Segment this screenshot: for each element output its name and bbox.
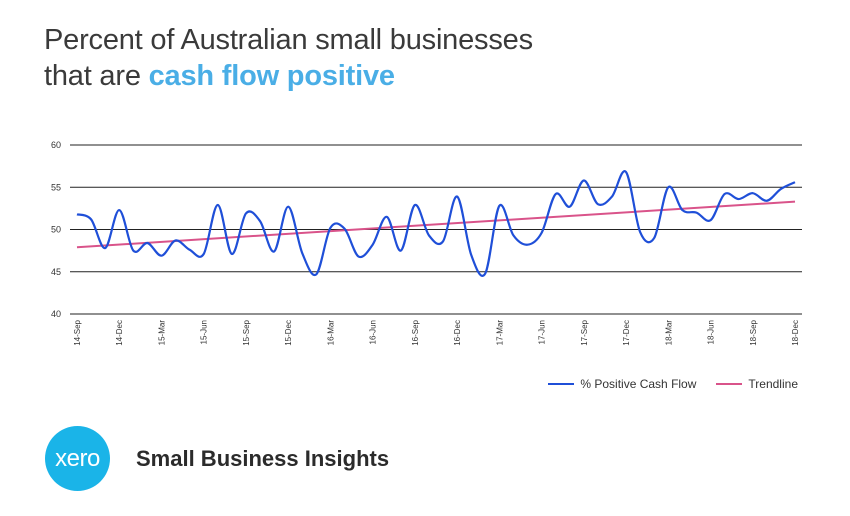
- chart-title: Percent of Australian small businesses t…: [44, 22, 533, 94]
- x-tick-label: 15-Sep: [242, 319, 251, 345]
- x-tick-label: 16-Mar: [326, 320, 335, 346]
- x-tick-label: 18-Sep: [749, 319, 758, 345]
- grid-lines: [70, 144, 802, 315]
- legend-swatch-series: [548, 383, 575, 385]
- y-tick-label: 45: [51, 267, 61, 277]
- y-tick-label: 60: [51, 140, 61, 150]
- y-tick-label: 50: [51, 225, 61, 235]
- x-tick-label: 18-Jun: [707, 320, 716, 344]
- y-tick-label: 40: [51, 309, 61, 319]
- legend-swatch-trend: [716, 383, 743, 385]
- legend-label-series: % Positive Cash Flow: [580, 377, 697, 391]
- x-tick-label: 16-Sep: [411, 319, 420, 345]
- x-tick-label: 16-Jun: [369, 320, 378, 344]
- brand-name: Small Business Insights: [136, 445, 390, 471]
- legend: % Positive Cash Flow Trendline: [528, 377, 798, 391]
- y-axis-ticks: 40 45 50 55 60: [51, 140, 61, 319]
- trendline: [76, 200, 796, 249]
- x-axis-ticks: 14-Sep 14-Dec 15-Mar 15-Jun 15-Sep 15-Dec 16-M…: [73, 319, 800, 345]
- title-line-2-prefix: that are: [44, 60, 149, 92]
- x-tick-label: 15-Jun: [200, 320, 209, 344]
- legend-label-trend: Trendline: [748, 377, 798, 391]
- legend-item-series: % Positive Cash Flow: [548, 377, 696, 391]
- series-line-positive-cash-flow: [76, 170, 796, 277]
- xero-logo: xero: [45, 426, 110, 491]
- x-tick-label: 18-Mar: [664, 320, 673, 346]
- x-tick-label: 17-Jun: [538, 320, 547, 344]
- x-tick-label: 15-Dec: [284, 320, 293, 346]
- x-tick-label: 14-Sep: [73, 319, 82, 345]
- x-tick-label: 14-Dec: [115, 320, 124, 346]
- x-tick-label: 17-Sep: [580, 319, 589, 345]
- x-tick-label: 15-Mar: [157, 320, 166, 346]
- title-line-1: Percent of Australian small businesses: [44, 24, 533, 56]
- legend-item-trend: Trendline: [716, 377, 798, 391]
- x-tick-label: 17-Mar: [495, 320, 504, 346]
- x-tick-label: 16-Dec: [453, 320, 462, 346]
- y-tick-label: 55: [51, 182, 61, 192]
- footer: xero Small Business Insights: [45, 426, 389, 491]
- title-accent: cash flow positive: [148, 60, 395, 92]
- x-tick-label: 18-Dec: [791, 320, 800, 346]
- x-tick-label: 17-Dec: [622, 320, 631, 346]
